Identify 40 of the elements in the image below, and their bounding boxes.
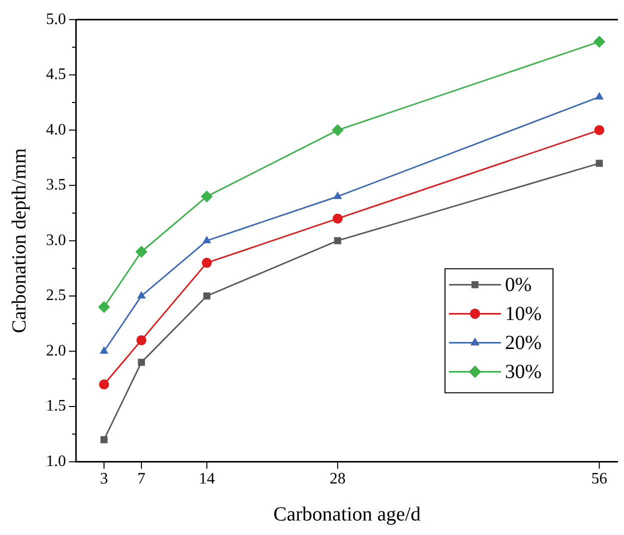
x-tick-label: 7 <box>137 470 146 488</box>
y-tick-label: 2.0 <box>46 342 66 360</box>
y-axis-title: Carbonation depth/mm <box>8 148 30 334</box>
legend-label: 20% <box>505 332 542 354</box>
point <box>332 214 343 224</box>
point <box>200 190 213 202</box>
legend-label: 30% <box>505 360 542 383</box>
point <box>136 335 146 346</box>
y-tick-label: 4.0 <box>46 121 66 138</box>
y-tick-label: 2.5 <box>46 287 66 304</box>
legend-label: 10% <box>505 302 542 325</box>
y-tick-label: 1.0 <box>46 453 66 470</box>
x-tick-label: 3 <box>100 470 108 488</box>
point <box>98 301 110 314</box>
x-tick-label: 14 <box>198 470 215 488</box>
y-tick-label: 5.0 <box>46 10 66 28</box>
x-tick-label: 28 <box>330 470 346 488</box>
point <box>203 292 210 300</box>
point <box>332 124 344 136</box>
point <box>99 379 110 390</box>
point <box>593 36 606 48</box>
legend-label: 0% <box>505 274 532 296</box>
x-axis-title: Carbonation age/d <box>273 503 421 526</box>
point <box>135 246 148 258</box>
point <box>333 191 342 199</box>
y-tick-label: 3.0 <box>46 232 66 249</box>
point <box>202 236 212 244</box>
point <box>594 92 604 100</box>
y-tick-label: 4.5 <box>46 66 66 84</box>
point <box>137 290 146 298</box>
y-tick-label: 3.5 <box>46 176 66 194</box>
y-tick-label: 1.5 <box>46 398 66 415</box>
point <box>202 258 212 268</box>
point <box>138 358 145 366</box>
point <box>594 125 604 136</box>
x-tick-label: 56 <box>591 470 608 488</box>
point <box>334 237 342 244</box>
point <box>100 436 108 444</box>
point <box>596 160 603 167</box>
point <box>100 346 108 354</box>
